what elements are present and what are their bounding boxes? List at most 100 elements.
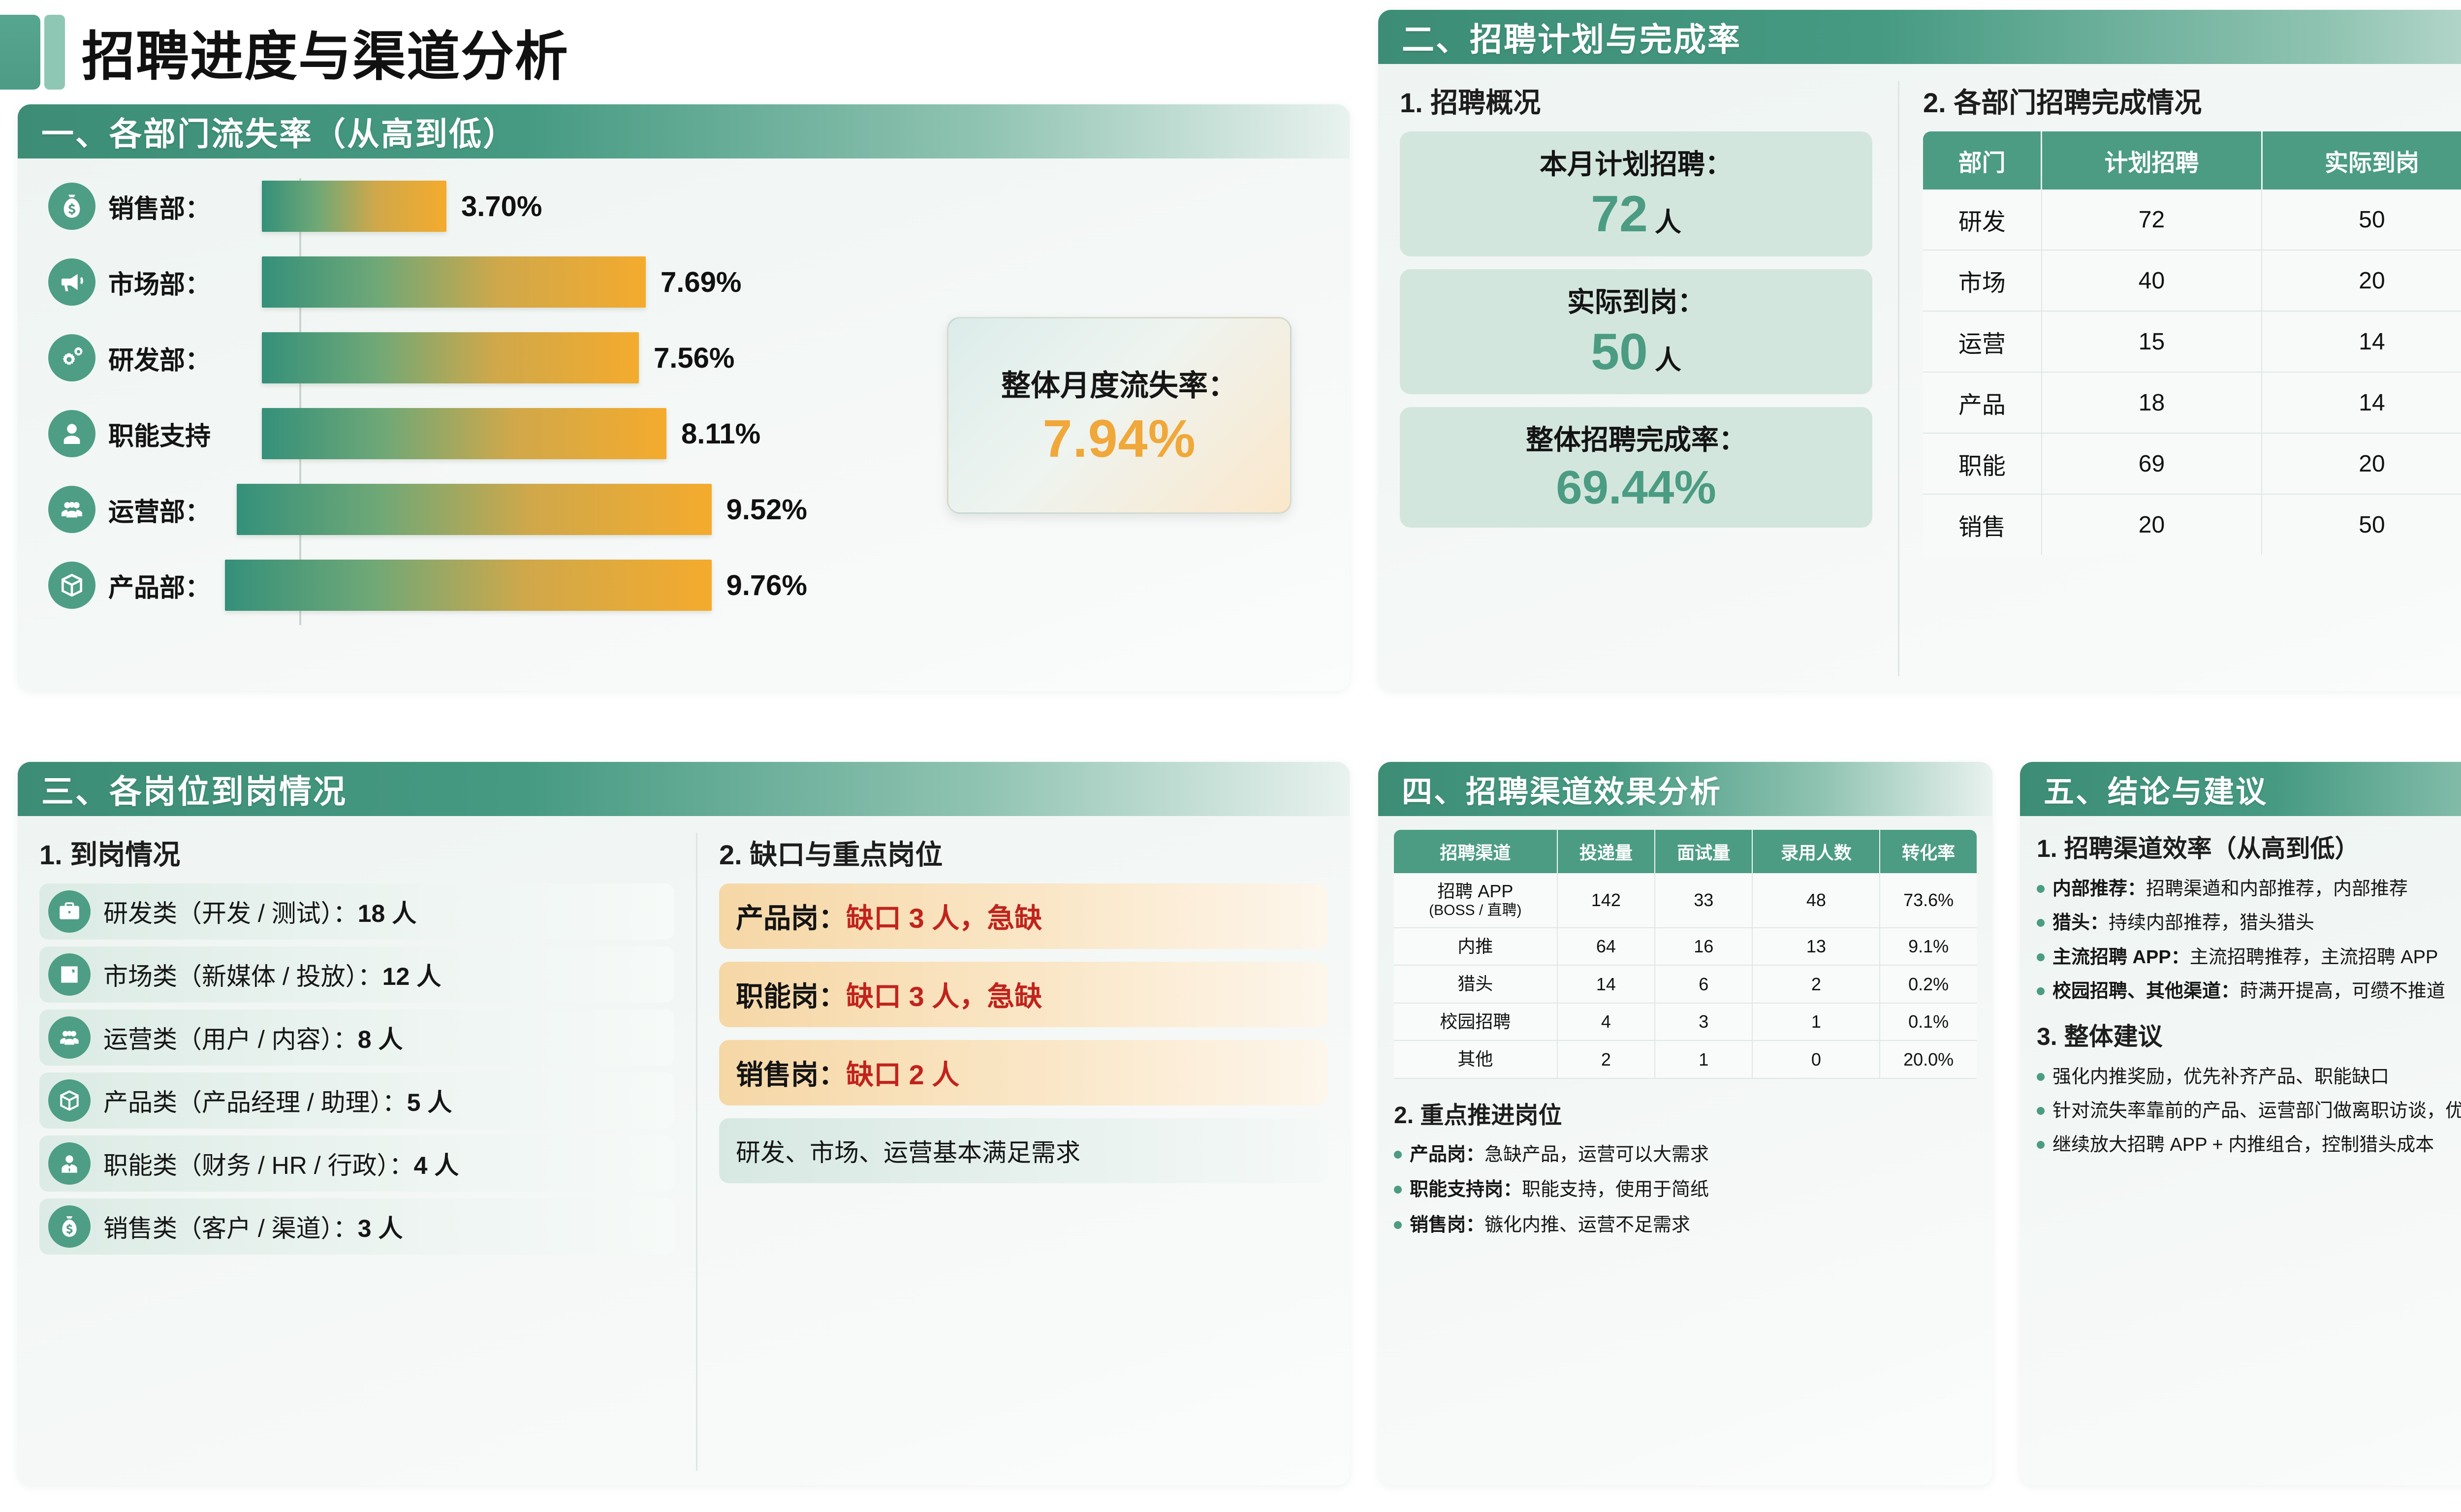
table-cell: 13 (1752, 927, 1881, 966)
table-cell-channel: 内推 (1394, 927, 1558, 966)
table-row: 产品181477.20% (1923, 372, 2461, 434)
list-item: 产品类（产品经理 / 助理）：5 人 (39, 1072, 674, 1129)
conclusion-body: 1. 招聘渠道效率（从高到低） 内部推荐：招聘渠遒和内部推荐，内部推荐 猎头：持续… (2020, 816, 2461, 1485)
position-text: 市场类（新媒体 / 投放）：12 人 (103, 963, 442, 990)
table-cell: 15 (2041, 311, 2263, 373)
table-cell: 40 (2041, 250, 2263, 312)
department-completion-table: 部门计划招聘实际到岗完成率研发725069.44%市场402063.26%运营1… (1923, 131, 2461, 555)
table-cell: 50 (2262, 189, 2461, 251)
table-cell: 6 (1655, 965, 1753, 1004)
table-cell: 运营 (1923, 311, 2042, 373)
stat-box: 本月计划招聘： 72 人 (1400, 131, 1872, 256)
table-cell: 48 (1752, 873, 1881, 928)
attrition-card: 一、各部门流失率（从高到低） 销售部： 3.70% 市场部： 7.69% 研发部： 7.5… (18, 104, 1350, 691)
gap-value: 缺口 3 人，急缺 (846, 981, 1042, 1012)
bar-value-label: 3.70% (461, 190, 542, 222)
bar-track: 3.70% (262, 175, 807, 237)
stat-number: 50 (1591, 323, 1648, 380)
bar-rows: 销售部： 3.70% 市场部： 7.69% 研发部： 7.56% 职能支持 8.11% 运营部：… (39, 175, 807, 628)
table-cell: 16 (1655, 927, 1753, 966)
position-text: 产品类（产品经理 / 助理）：5 人 (103, 1089, 452, 1116)
position-text: 运营类（用户 / 内容）：8 人 (103, 1026, 403, 1053)
section-2-heading: 二、招聘计划与完成率 (1378, 10, 2461, 64)
bar (262, 181, 446, 232)
table-cell-channel: 招聘 APP (BOSS / 直聘) (1394, 873, 1558, 928)
plan-body: 1. 招聘概况 本月计划招聘： 72 人实际到岗： 50 人整体招聘完成率： 69.44%… (1378, 64, 2461, 691)
chart-box-icon (48, 953, 91, 996)
money-bag-icon (48, 183, 95, 230)
stat-number: 69.44% (1556, 461, 1716, 514)
key-positions-bullets: 产品岗：急缺产品，运营可以大需求 职能支持岗：职能支持，使用于简纸 销售岗：镞化内推… (1394, 1143, 1977, 1237)
gap-item: 产品岗：缺口 3 人，急缺 (719, 883, 1328, 949)
bullet-item: 销售岗：镞化内推、运营不足需求 (1394, 1213, 1977, 1237)
bullet-dot-icon (1394, 1221, 1402, 1229)
person-tie-icon (48, 1142, 91, 1185)
position-text: 销售类（客户 / 渠道）：3 人 (103, 1215, 403, 1242)
table-row: 招聘 APP (BOSS / 直聘) 142 33 48 73.6% (1394, 873, 1977, 928)
bullet-dot-icon (2037, 885, 2045, 893)
bar-track: 9.52% (236, 478, 807, 540)
bar-row: 产品部： 9.76% (39, 554, 807, 616)
bullet-dot-icon (2037, 953, 2045, 961)
section-3-heading: 三、各岗位到岗情况 (18, 762, 1350, 816)
table-row: 校园招聘 4 3 1 0.1% (1394, 1003, 1977, 1041)
table-cell: 2 (1752, 965, 1881, 1004)
overall-attrition-box: 整体月度流失率： 7.94% (947, 317, 1292, 514)
overall-attrition-label: 整体月度流失率： (1001, 369, 1237, 402)
table-cell-channel: 其他 (1394, 1040, 1558, 1079)
bar-value-label: 7.69% (661, 266, 742, 298)
accent-bar-secondary (44, 15, 65, 90)
section-5-heading: 五、结论与建议 (2020, 762, 2461, 816)
stat-label: 本月计划招聘： (1540, 149, 1733, 180)
plan-overview-subhead: 1. 招聘概况 (1400, 87, 1541, 118)
list-item: 职能类（财务 / HR / 行政）：4 人 (39, 1135, 674, 1192)
bullet-text: 继续放大招聘 APP + 内推组合，控制猎头成本 (2052, 1134, 2434, 1156)
table-cell: 72 (2041, 189, 2263, 251)
table-cell-channel: 校园招聘 (1394, 1003, 1558, 1041)
table-cell: 4 (1557, 1003, 1656, 1041)
users-group-icon (48, 486, 95, 533)
bullet-dot-icon (2037, 1106, 2045, 1115)
table-row: 销售205069.24% (1923, 494, 2461, 555)
gap-item: 职能岗：缺口 3 人，急缺 (719, 962, 1328, 1027)
overall-attrition-value: 7.94% (1042, 409, 1196, 468)
table-cell: 20 (2041, 494, 2263, 555)
bar-value-label: 8.11% (681, 417, 761, 450)
bar-category-label: 销售部： (108, 194, 211, 223)
megaphone-icon (48, 258, 95, 306)
bar-track: 7.69% (262, 251, 807, 313)
bullet-item: 主流招聘 APP：主流招聘推荐，主流招聘 APP (2037, 945, 2461, 970)
table-cell: 市场 (1923, 250, 2042, 312)
overall-advice-subhead: 3. 整体建议 (2037, 1022, 2163, 1050)
attrition-body: 销售部： 3.70% 市场部： 7.69% 研发部： 7.56% 职能支持 8.11% 运营部：… (18, 158, 1350, 691)
arrivals-subhead: 1. 到岗情况 (39, 839, 181, 870)
gaps-note: 研发、市场、运营基本满足需求 (719, 1118, 1328, 1183)
table-cell: 64 (1557, 927, 1656, 966)
table-cell: 50 (2262, 494, 2461, 555)
bar-value-label: 9.52% (726, 493, 807, 526)
gap-name: 产品岗： (736, 903, 846, 934)
bullet-text: 主流招聘 APP：主流招聘推荐，主流招聘 APP (2052, 946, 2438, 968)
gaps-subhead: 2. 缺口与重点岗位 (719, 839, 943, 870)
table-cell: 14 (1557, 965, 1656, 1004)
page-title: 招聘进度与渠道分析 (82, 27, 569, 86)
bullet-text: 强化内推奖励，优先补齐产品、职能缺口 (2052, 1066, 2390, 1087)
table-header-cell: 转化率 (1880, 830, 1977, 873)
bar-row: 职能支持 8.11% (39, 403, 807, 465)
table-cell: 14 (2262, 311, 2461, 373)
bullet-item: 强化内推奖励，优先补齐产品、职能缺口 (2037, 1065, 2461, 1089)
bar-row: 研发部： 7.56% (39, 327, 807, 389)
bullet-text: 职能支持岗：职能支持，使用于简纸 (1410, 1179, 1709, 1200)
bullet-item: 校园招聘、其他渠道：莳满开提高，可缵不推道 (2037, 979, 2461, 1004)
table-cell: 73.6% (1880, 873, 1977, 928)
table-cell: 9.1% (1880, 927, 1977, 966)
channels-card: 四、招聘渠道效果分析 招聘渠道 投递量 面试量 录用人数 转化率 招聘 APP (BOSS … (1378, 762, 1992, 1485)
table-cell: 33 (1655, 873, 1753, 928)
stat-box: 整体招聘完成率： 69.44% (1400, 407, 1872, 528)
stat-unit: 人 (1654, 208, 1681, 237)
bullet-text: 销售岗：镞化内推、运营不足需求 (1410, 1214, 1691, 1235)
table-header-cell: 招聘渠道 (1394, 830, 1558, 873)
attrition-chart: 销售部： 3.70% 市场部： 7.69% 研发部： 7.56% 职能支持 8.11% 运营部：… (39, 175, 1328, 633)
table-cell: 20 (2262, 250, 2461, 312)
table-cell: 14 (2262, 372, 2461, 434)
